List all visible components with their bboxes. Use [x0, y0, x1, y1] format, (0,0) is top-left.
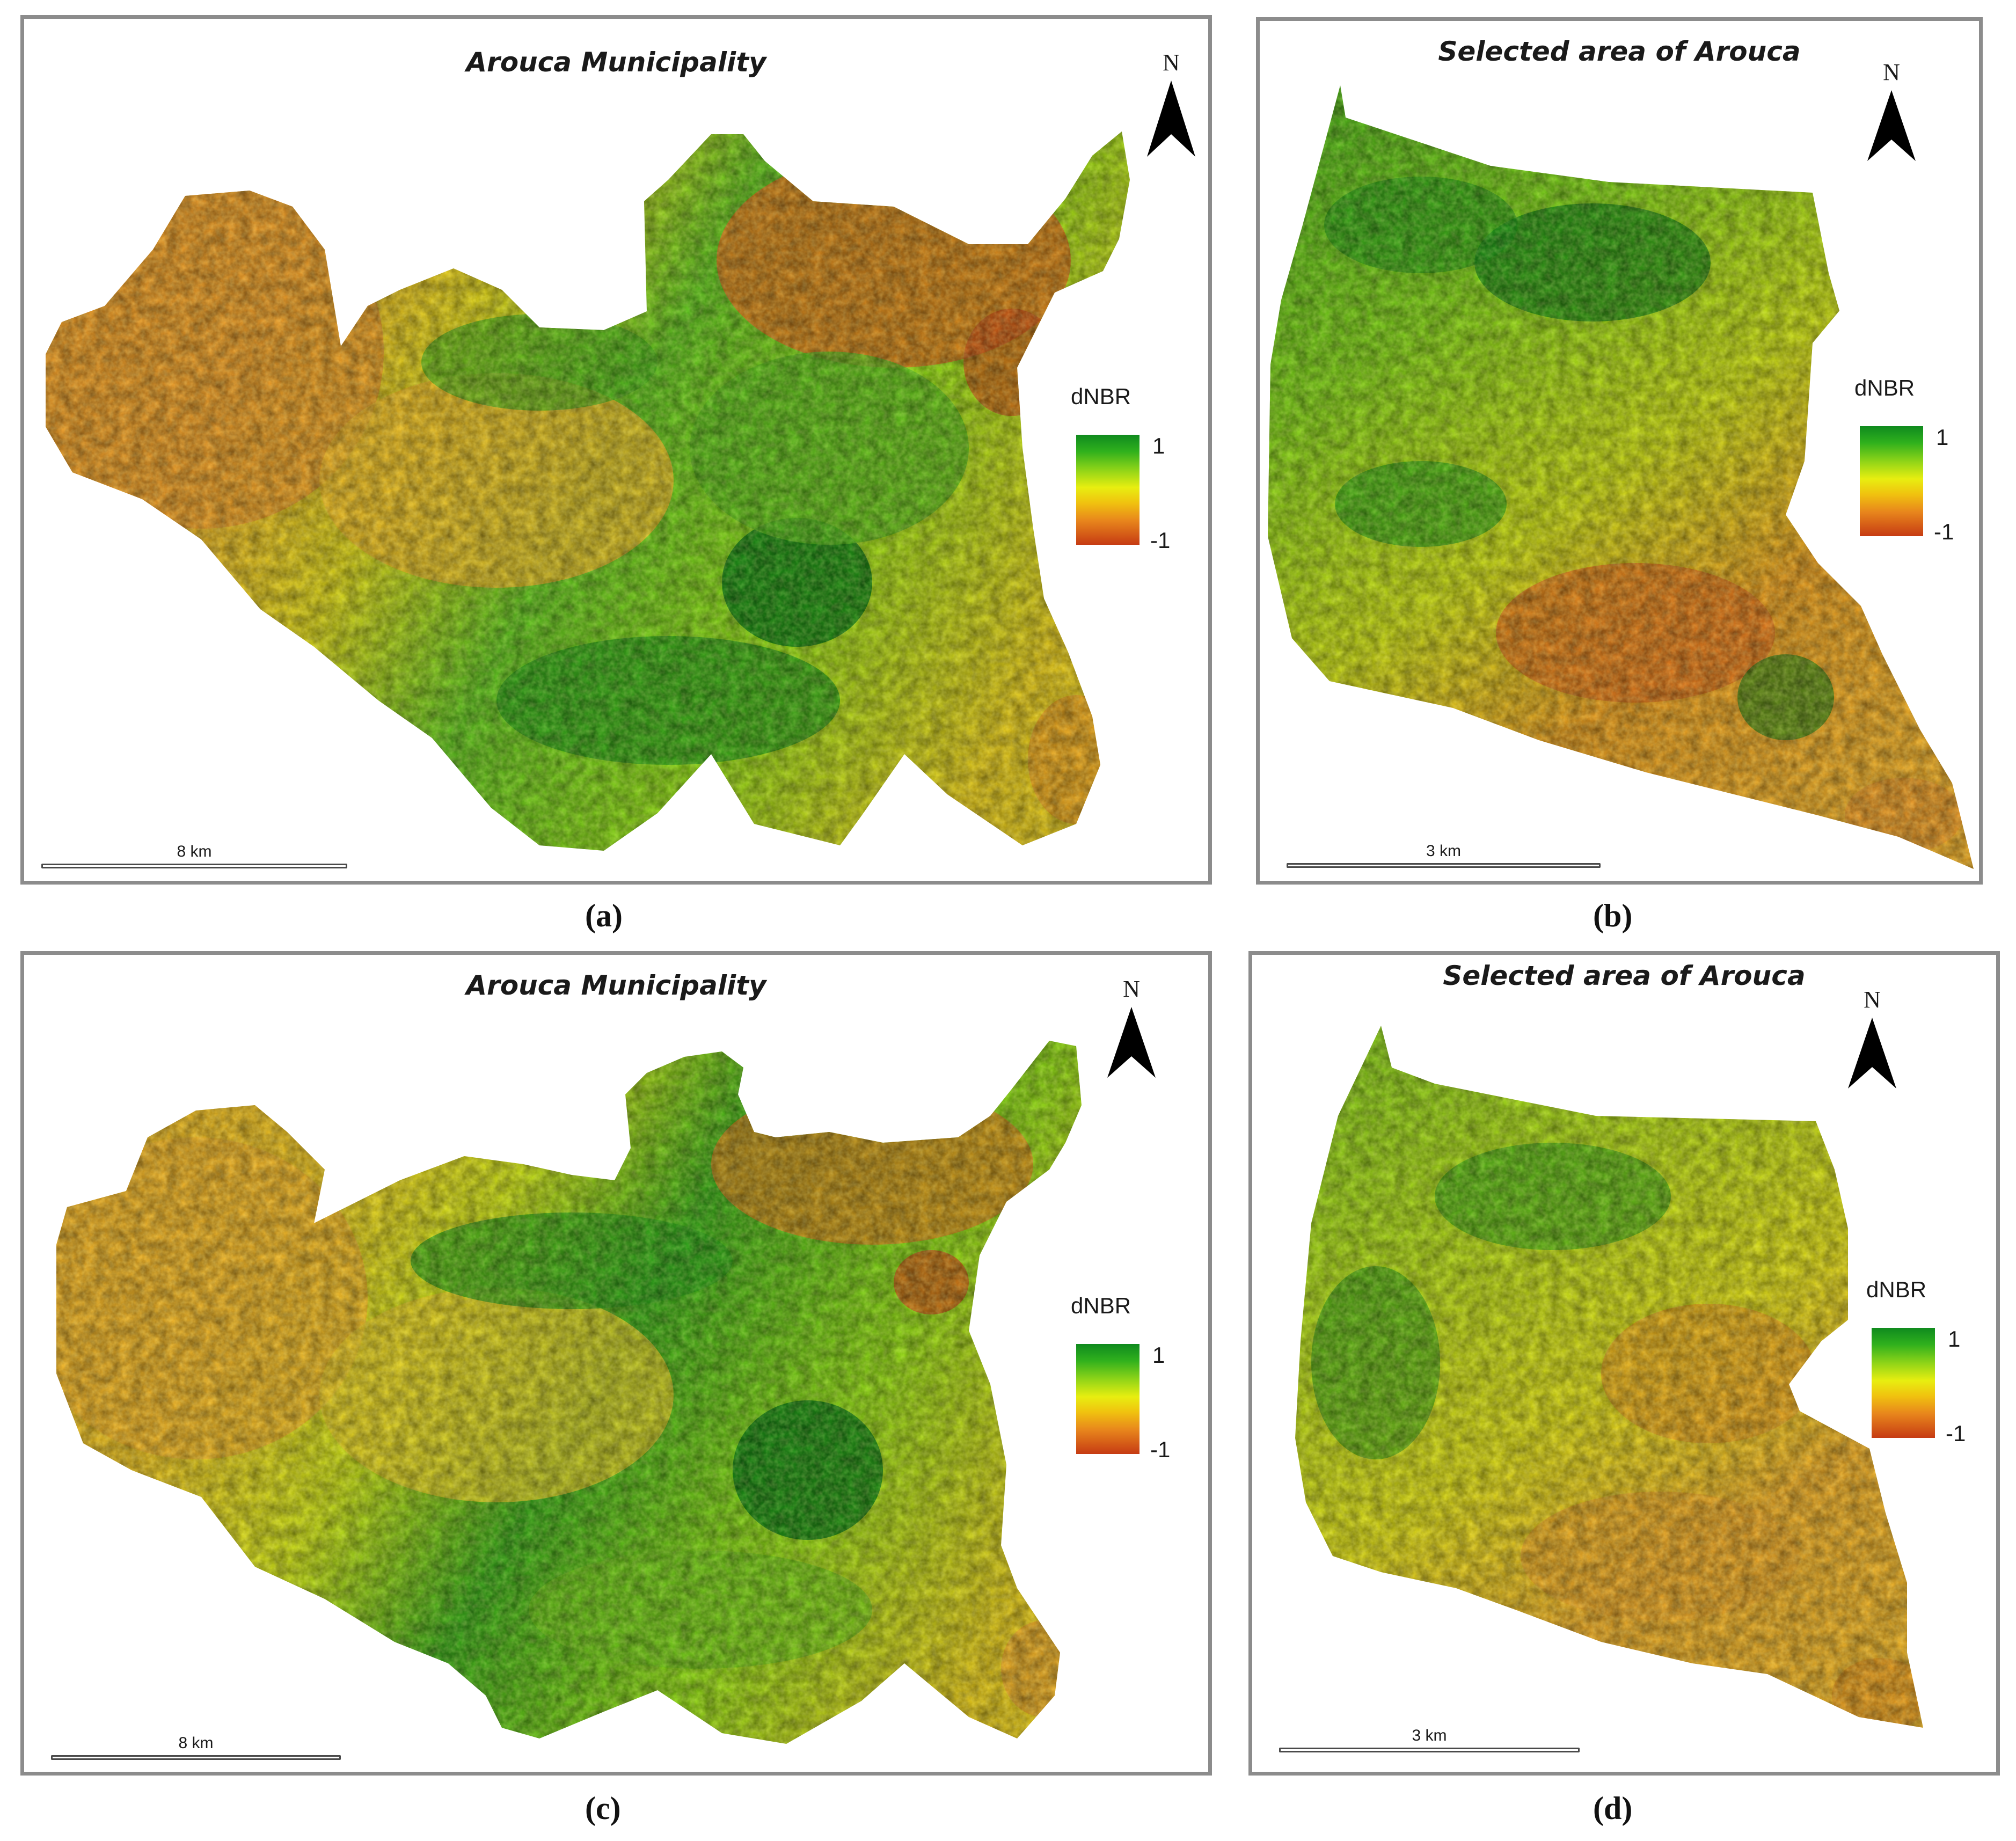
map-panel-a: Arouca Municipality N dNBR 1 -1 8 km — [20, 15, 1212, 885]
legend-color-ramp — [1872, 1328, 1935, 1438]
scale-bar-line — [41, 864, 347, 868]
scale-label: 3 km — [1426, 842, 1461, 860]
north-arrow-icon — [1107, 1007, 1156, 1078]
dnbr-raster-map — [1268, 85, 1974, 869]
legend-min-label: -1 — [1150, 528, 1171, 553]
scale-bar-line — [1287, 863, 1601, 868]
north-arrow: N — [1142, 49, 1201, 165]
dnbr-legend: dNBR 1 -1 — [1854, 375, 1962, 544]
legend-max-label: 1 — [1152, 1342, 1165, 1368]
dnbr-legend: dNBR 1 -1 — [1071, 384, 1178, 553]
legend-max-label: 1 — [1936, 425, 1949, 450]
scale-label: 8 km — [177, 843, 212, 860]
legend-max-label: 1 — [1152, 433, 1165, 458]
dnbr-raster-map — [56, 1041, 1082, 1744]
north-arrow: N — [1102, 975, 1161, 1086]
caption-b: (b) — [1593, 898, 1633, 933]
map-panel-c: Arouca Municipality N dNBR 1 -1 8 km — [20, 951, 1212, 1776]
caption-c: (c) — [585, 1791, 621, 1826]
scale-bar-line — [51, 1755, 341, 1760]
north-arrow: N — [1862, 59, 1921, 169]
north-arrow-icon — [1867, 90, 1916, 161]
north-arrow-icon — [1848, 1018, 1896, 1088]
scale-bar: 3 km — [1279, 1727, 1580, 1752]
legend-title: dNBR — [1866, 1277, 1927, 1302]
legend-color-ramp — [1076, 435, 1140, 545]
legend-title: dNBR — [1071, 1293, 1131, 1318]
dnbr-raster-map — [1295, 1026, 1923, 1728]
caption-d: (d) — [1593, 1791, 1633, 1826]
north-label: N — [1123, 976, 1140, 1002]
caption-a: (a) — [585, 898, 623, 933]
map-panel-d: Selected area of Arouca N dNBR 1 -1 3 km — [1248, 951, 2000, 1776]
north-label: N — [1163, 49, 1180, 76]
panel-title: Arouca Municipality — [466, 47, 766, 78]
scale-bar: 8 km — [51, 1734, 341, 1760]
legend-color-ramp — [1860, 426, 1923, 536]
scale-bar: 3 km — [1287, 842, 1601, 868]
panel-title: Selected area of Arouca — [1443, 960, 1806, 991]
scale-bar: 8 km — [41, 843, 347, 868]
north-arrow: N — [1843, 986, 1902, 1097]
scale-label: 8 km — [178, 1734, 214, 1752]
north-arrow-icon — [1147, 81, 1195, 157]
legend-min-label: -1 — [1150, 1437, 1171, 1462]
dnbr-legend: dNBR 1 -1 — [1866, 1277, 1974, 1446]
legend-title: dNBR — [1071, 384, 1131, 409]
map-panel-b: Selected area of Arouca N dNBR 1 -1 3 km — [1256, 17, 1983, 885]
panel-title: Selected area of Arouca — [1438, 36, 1801, 67]
legend-title: dNBR — [1854, 375, 1915, 400]
dnbr-raster-map — [46, 132, 1130, 851]
legend-min-label: -1 — [1934, 519, 1954, 544]
dnbr-legend: dNBR 1 -1 — [1071, 1293, 1178, 1462]
legend-min-label: -1 — [1946, 1421, 1966, 1446]
legend-max-label: 1 — [1948, 1326, 1961, 1351]
panel-title: Arouca Municipality — [466, 970, 766, 1001]
north-label: N — [1864, 987, 1881, 1013]
scale-bar-line — [1279, 1748, 1580, 1752]
legend-color-ramp — [1076, 1344, 1140, 1454]
scale-label: 3 km — [1412, 1727, 1447, 1744]
north-label: N — [1883, 59, 1900, 85]
